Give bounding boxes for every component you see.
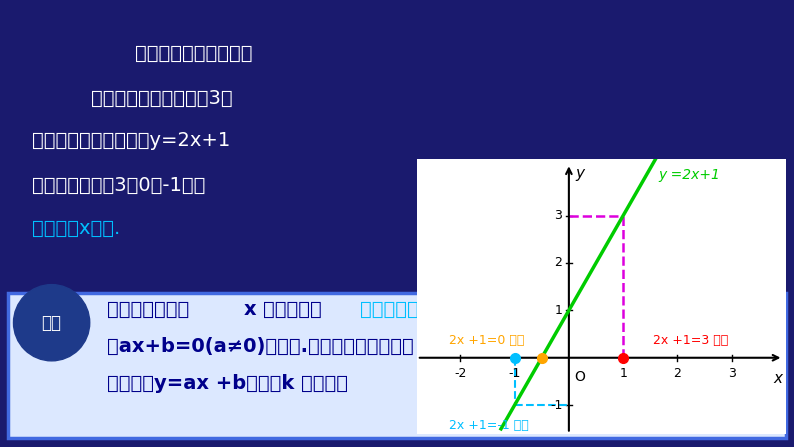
- Text: 变形: 变形: [535, 300, 558, 319]
- Text: 一元一次方程: 一元一次方程: [360, 300, 430, 319]
- Text: x: x: [243, 300, 256, 319]
- Text: 3: 3: [728, 367, 736, 380]
- Text: 归纳: 归纳: [41, 314, 62, 332]
- Text: y: y: [576, 166, 584, 181]
- Text: 的函数值分别为3，0，-1时，: 的函数值分别为3，0，-1时，: [32, 176, 205, 195]
- Text: 因为任何一个以: 因为任何一个以: [107, 300, 190, 319]
- Text: 当函数（y=ax +b）值为k 时对应的: 当函数（y=ax +b）值为k 时对应的: [107, 374, 349, 393]
- Text: 为ax+b=0(a≠0)的形式.所以解一元一次方程 ax +b =k 就是: 为ax+b=0(a≠0)的形式.所以解一元一次方程 ax +b =k 就是: [107, 337, 550, 356]
- Text: 函数图象如右图所示：: 函数图象如右图所示：: [135, 44, 252, 63]
- Text: 2x +1=-1 的解: 2x +1=-1 的解: [449, 419, 529, 432]
- Text: 从函数的角度看，解这3个: 从函数的角度看，解这3个: [91, 89, 233, 108]
- Text: 2: 2: [554, 257, 562, 270]
- Text: y =2x+1: y =2x+1: [658, 168, 720, 182]
- Text: 1: 1: [619, 367, 627, 380]
- Text: x: x: [773, 371, 782, 386]
- Text: 2x +1=3 的解: 2x +1=3 的解: [653, 334, 728, 347]
- Text: 3: 3: [554, 209, 562, 222]
- Text: 2x +1=0 的解: 2x +1=0 的解: [449, 334, 525, 347]
- Text: -1: -1: [508, 367, 521, 380]
- Text: ．: ．: [593, 374, 605, 393]
- FancyBboxPatch shape: [0, 0, 794, 293]
- Text: -2: -2: [454, 367, 466, 380]
- Text: 2: 2: [673, 367, 681, 380]
- Text: 为未知数的: 为未知数的: [263, 300, 322, 319]
- Text: 1: 1: [554, 304, 562, 317]
- Text: 都可以: 都可以: [476, 300, 512, 319]
- Text: 求自变量x的值.: 求自变量x的值.: [32, 219, 120, 237]
- Text: -1: -1: [550, 399, 562, 412]
- Text: O: O: [574, 370, 585, 384]
- Text: 自变量的值: 自变量的值: [496, 374, 555, 393]
- Text: 方程相当于在一次函数y=2x+1: 方程相当于在一次函数y=2x+1: [32, 131, 230, 150]
- Ellipse shape: [13, 285, 90, 361]
- FancyBboxPatch shape: [8, 293, 786, 438]
